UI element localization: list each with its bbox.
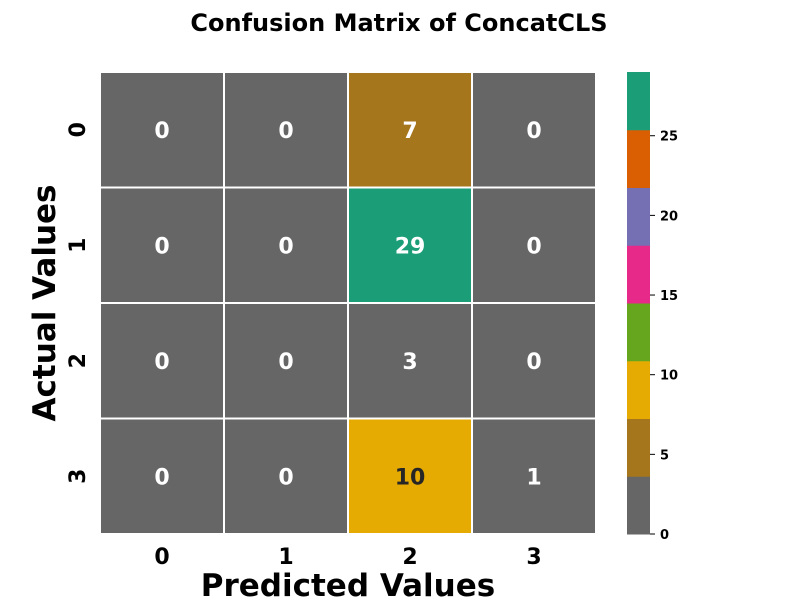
y-tick-label-0: 0: [66, 122, 91, 137]
cell-value-r1-c0: 0: [154, 234, 169, 259]
heatmap-cell-r1-c1: [223, 186, 349, 304]
cell-value-r2-c1: 0: [278, 350, 293, 375]
cell-value-r3-c3: 1: [526, 465, 541, 490]
y-tick-label-1: 1: [66, 238, 91, 253]
colorbar: 0 5 10 15 20 25: [627, 72, 678, 543]
colorbar-tick-label-5: 25: [660, 130, 678, 145]
cell-value-r2-c0: 0: [154, 350, 169, 375]
cell-value-r0-c1: 0: [278, 119, 293, 144]
cell-value-r3-c1: 0: [278, 465, 293, 490]
colorbar-segment-0: [627, 476, 650, 535]
cell-value-r2-c3: 0: [526, 350, 541, 375]
cell-value-r0-c0: 0: [154, 119, 169, 144]
colorbar-tick-label-2: 10: [660, 369, 678, 384]
chart-title: Confusion Matrix of ConcatCLS: [190, 9, 607, 37]
y-axis-ticks: 0 1 2 3: [66, 122, 91, 484]
colorbar-tick-label-4: 20: [660, 209, 678, 224]
heatmap-cell-r1-c3: [471, 186, 597, 304]
colorbar-segment-1: [627, 418, 650, 477]
y-tick-label-2: 2: [66, 353, 91, 368]
colorbar-tick-label-1: 5: [660, 448, 669, 463]
heatmap-cell-r3-c1: [223, 417, 349, 535]
cell-value-r2-c2: 3: [402, 350, 417, 375]
cell-value-r0-c2: 7: [402, 119, 417, 144]
heatmap-cells: [99, 71, 597, 535]
heatmap-cell-r0-c2: [347, 71, 473, 189]
cell-value-r1-c2: 29: [395, 234, 426, 259]
cell-value-r1-c1: 0: [278, 234, 293, 259]
x-tick-label-0: 0: [154, 545, 169, 570]
x-tick-label-2: 2: [402, 545, 417, 570]
cell-value-r0-c3: 0: [526, 119, 541, 144]
colorbar-segment-5: [627, 187, 650, 246]
y-tick-label-3: 3: [66, 469, 91, 484]
colorbar-segment-2: [627, 360, 650, 419]
heatmap-cell-r0-c3: [471, 71, 597, 189]
heatmap-cell-r2-c1: [223, 302, 349, 420]
heatmap-cell-labels: 0 0 7 0 0 0 29 0 0 0 3 0 0 0 10 1: [154, 119, 541, 491]
heatmap-cell-r0-c0: [99, 71, 225, 189]
cell-value-r3-c0: 0: [154, 465, 169, 490]
y-axis-label: Actual Values: [27, 185, 63, 422]
cell-value-r3-c2: 10: [395, 465, 426, 490]
colorbar-tick-label-0: 0: [660, 528, 669, 543]
colorbar-segment-3: [627, 303, 650, 362]
colorbar-segment-4: [627, 245, 650, 304]
colorbar-segment-6: [627, 129, 650, 188]
cell-value-r1-c3: 0: [526, 234, 541, 259]
x-tick-label-3: 3: [526, 545, 541, 570]
colorbar-segment-7: [627, 72, 650, 131]
heatmap-cell-r3-c0: [99, 417, 225, 535]
x-axis-ticks: 0 1 2 3: [154, 545, 541, 570]
colorbar-tick-label-3: 15: [660, 289, 678, 304]
heatmap-cell-r2-c3: [471, 302, 597, 420]
x-tick-label-1: 1: [278, 545, 293, 570]
heatmap-cell-r0-c1: [223, 71, 349, 189]
heatmap-cell-r3-c3: [471, 417, 597, 535]
x-axis-label: Predicted Values: [201, 568, 495, 600]
